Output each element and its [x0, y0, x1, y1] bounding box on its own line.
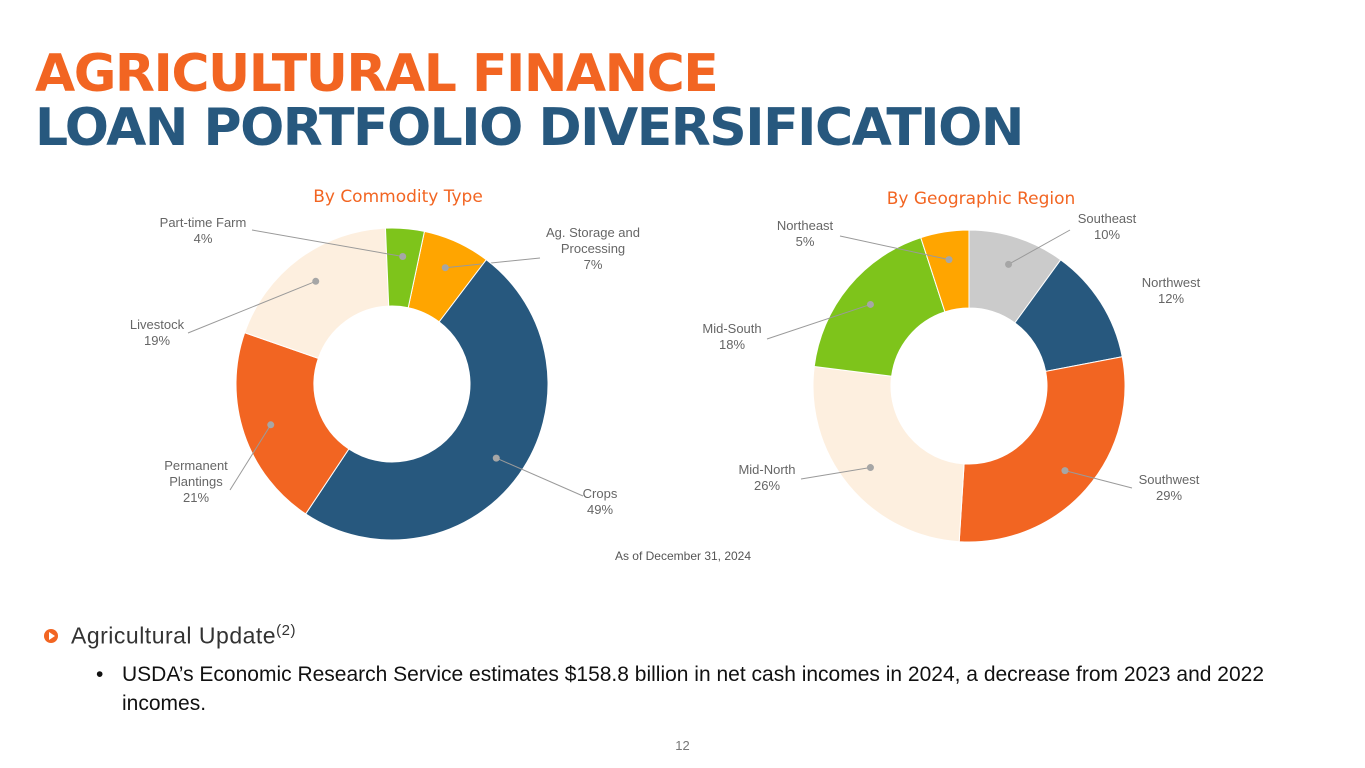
value-northeast: 5% [796, 234, 815, 249]
label-northeast: Northeast 5% [777, 218, 834, 249]
leader-dot-southeast [1005, 260, 1013, 268]
label-southwest: Southwest 29% [1139, 472, 1200, 503]
leader-dot-crops [492, 454, 500, 462]
label-crops: Crops 49% [583, 486, 618, 517]
chart-title-commodity: By Commodity Type [313, 187, 483, 207]
leader-dot-mid-north [866, 464, 874, 472]
leader-dot-livestock [312, 277, 320, 285]
value-part-time-farm: 4% [194, 231, 213, 246]
value-crops: 49% [587, 502, 613, 517]
leader-line-permanent-plantings [229, 424, 272, 491]
leader-dot-part-time-farm [399, 253, 407, 261]
title-line-2: LOAN PORTFOLIO DIVERSIFICATION [35, 98, 1024, 158]
label-part-time-farm: Part-time Farm 4% [160, 215, 247, 246]
label-mid-south: Mid-South 18% [702, 321, 761, 352]
leader-dot-northeast [945, 256, 953, 264]
footnote-marker: (2) [276, 622, 296, 639]
leader-dot-southwest [1061, 467, 1069, 475]
leader-line-mid-north [800, 467, 871, 480]
leader-dot-ag-storage-and-processing [441, 264, 449, 272]
slice-livestock [244, 227, 390, 359]
leader-line-crops [496, 457, 584, 497]
leader-line-northeast [839, 235, 950, 261]
slice-mid-north [812, 365, 965, 543]
slice-northeast [920, 229, 970, 313]
value-northwest: 12% [1158, 291, 1184, 306]
leader-line-livestock [187, 280, 316, 334]
label-mid-north: Mid-North 26% [738, 462, 795, 493]
bullet-text: USDA’s Economic Research Service estimat… [122, 663, 1265, 715]
donut-charts: By Commodity Type By Geographic Region A… [130, 187, 1201, 563]
leader-line-mid-south [766, 303, 871, 340]
title-line-1: AGRICULTURAL FINANCE [35, 44, 719, 104]
label-permanent-plantings: Permanent Plantings 21% [164, 458, 228, 505]
label-ag-storage-and-processing: Ag. Storage and Processing 7% [546, 225, 640, 272]
leader-line-southwest [1064, 470, 1133, 489]
slice-part-time-farm [384, 227, 426, 309]
leader-line-part-time-farm [251, 229, 403, 258]
leader-dot-mid-south [866, 300, 874, 308]
value-livestock: 19% [144, 333, 170, 348]
value-southeast: 10% [1094, 227, 1120, 242]
leader-dot-permanent-plantings [267, 421, 275, 429]
value-mid-south: 18% [719, 337, 745, 352]
region-donut: Southeast 10% Northwest 12% Southwest 29% Mid-… [702, 211, 1201, 543]
section-label: Agricultural Update(2) [71, 622, 296, 649]
as-of-date: As of December 31, 2024 [615, 549, 751, 563]
value-permanent-plantings: 21% [183, 490, 209, 505]
label-southeast: Southeast 10% [1078, 211, 1137, 242]
slice-crops [304, 259, 549, 541]
leader-line-southeast [1008, 229, 1071, 265]
page-number: 12 [675, 738, 690, 753]
chart-title-region: By Geographic Region [887, 189, 1076, 209]
label-livestock: Livestock 19% [130, 317, 185, 348]
value-southwest: 29% [1156, 488, 1182, 503]
value-mid-north: 26% [754, 478, 780, 493]
leader-line-ag-storage-and-processing [445, 257, 541, 269]
slice-mid-south [813, 237, 946, 377]
bullet-item: • USDA’s Economic Research Service estim… [96, 660, 1316, 718]
bullet-dot: • [96, 663, 104, 686]
commodity-donut: Ag. Storage and Processing 7% Crops 49% Perma… [130, 215, 640, 541]
arrow-bullet-icon [44, 628, 58, 643]
value-ag-storage-and-processing: 7% [584, 257, 603, 272]
label-northwest: Northwest 12% [1142, 275, 1201, 306]
slice-permanent-plantings [235, 332, 350, 515]
section-heading: Agricultural Update(2) [44, 622, 296, 650]
slice-southwest [958, 356, 1126, 543]
